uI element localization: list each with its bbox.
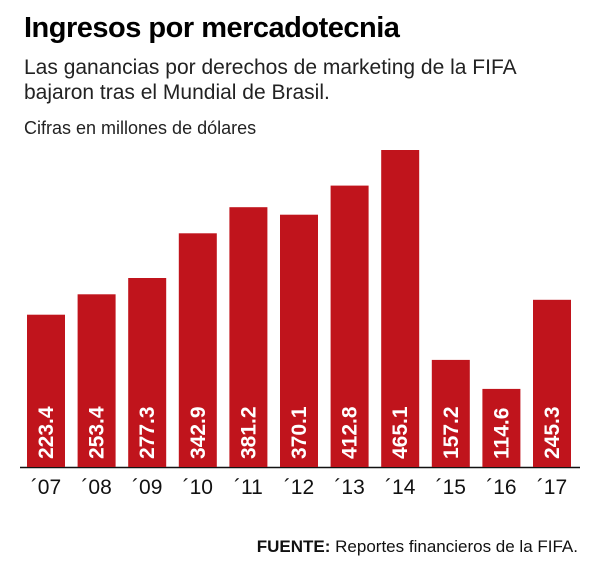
- chart-subtitle: Las ganancias por derechos de marketing …: [24, 56, 516, 104]
- bar-value-label: 381.2: [237, 406, 260, 459]
- bar: [482, 388, 521, 467]
- bar-value-label: 114.6: [490, 408, 513, 459]
- bar-value-label: 370.1: [288, 406, 311, 459]
- x-tick-label: ´07: [31, 476, 61, 499]
- x-tick-label: ´15: [436, 476, 466, 499]
- bar-value-label: 465.1: [389, 406, 412, 459]
- bar: [381, 150, 420, 467]
- bar: [280, 214, 318, 467]
- bar: [533, 299, 571, 467]
- x-tick-label: ´08: [81, 476, 111, 499]
- bar-value-label: 277.3: [136, 406, 159, 459]
- bar: [431, 359, 470, 467]
- bar-value-label: 342.9: [187, 406, 210, 459]
- bar-value-label: 412.8: [339, 406, 362, 459]
- x-tick-label: ´17: [537, 476, 567, 499]
- x-tick-label: ´16: [486, 476, 516, 499]
- units-label: Cifras en millones de dólares: [24, 118, 257, 138]
- bar: [178, 233, 217, 467]
- source-text: Reportes financieros de la FIFA.: [335, 537, 578, 556]
- bar: [128, 278, 167, 467]
- bar: [229, 207, 268, 467]
- bar: [77, 294, 116, 467]
- x-tick-label: ´10: [183, 476, 213, 499]
- x-tick-label: ´12: [284, 476, 314, 499]
- x-tick-label: ´14: [385, 476, 416, 499]
- chart-title: Ingresos por mercadotecnia: [24, 12, 400, 44]
- x-tick-label: ´09: [132, 476, 162, 499]
- bar-value-label: 245.3: [541, 406, 564, 459]
- bar-value-label: 157.2: [440, 406, 463, 459]
- bar: [330, 185, 369, 467]
- source-note: FUENTE: Reportes financieros de la FIFA.: [257, 537, 578, 557]
- x-tick-label: ´11: [234, 476, 263, 499]
- source-label: FUENTE:: [256, 537, 331, 556]
- bar: [27, 314, 65, 467]
- bar-value-label: 223.4: [35, 406, 58, 459]
- bar-value-label: 253.4: [86, 406, 109, 459]
- x-tick-label: ´13: [334, 476, 364, 499]
